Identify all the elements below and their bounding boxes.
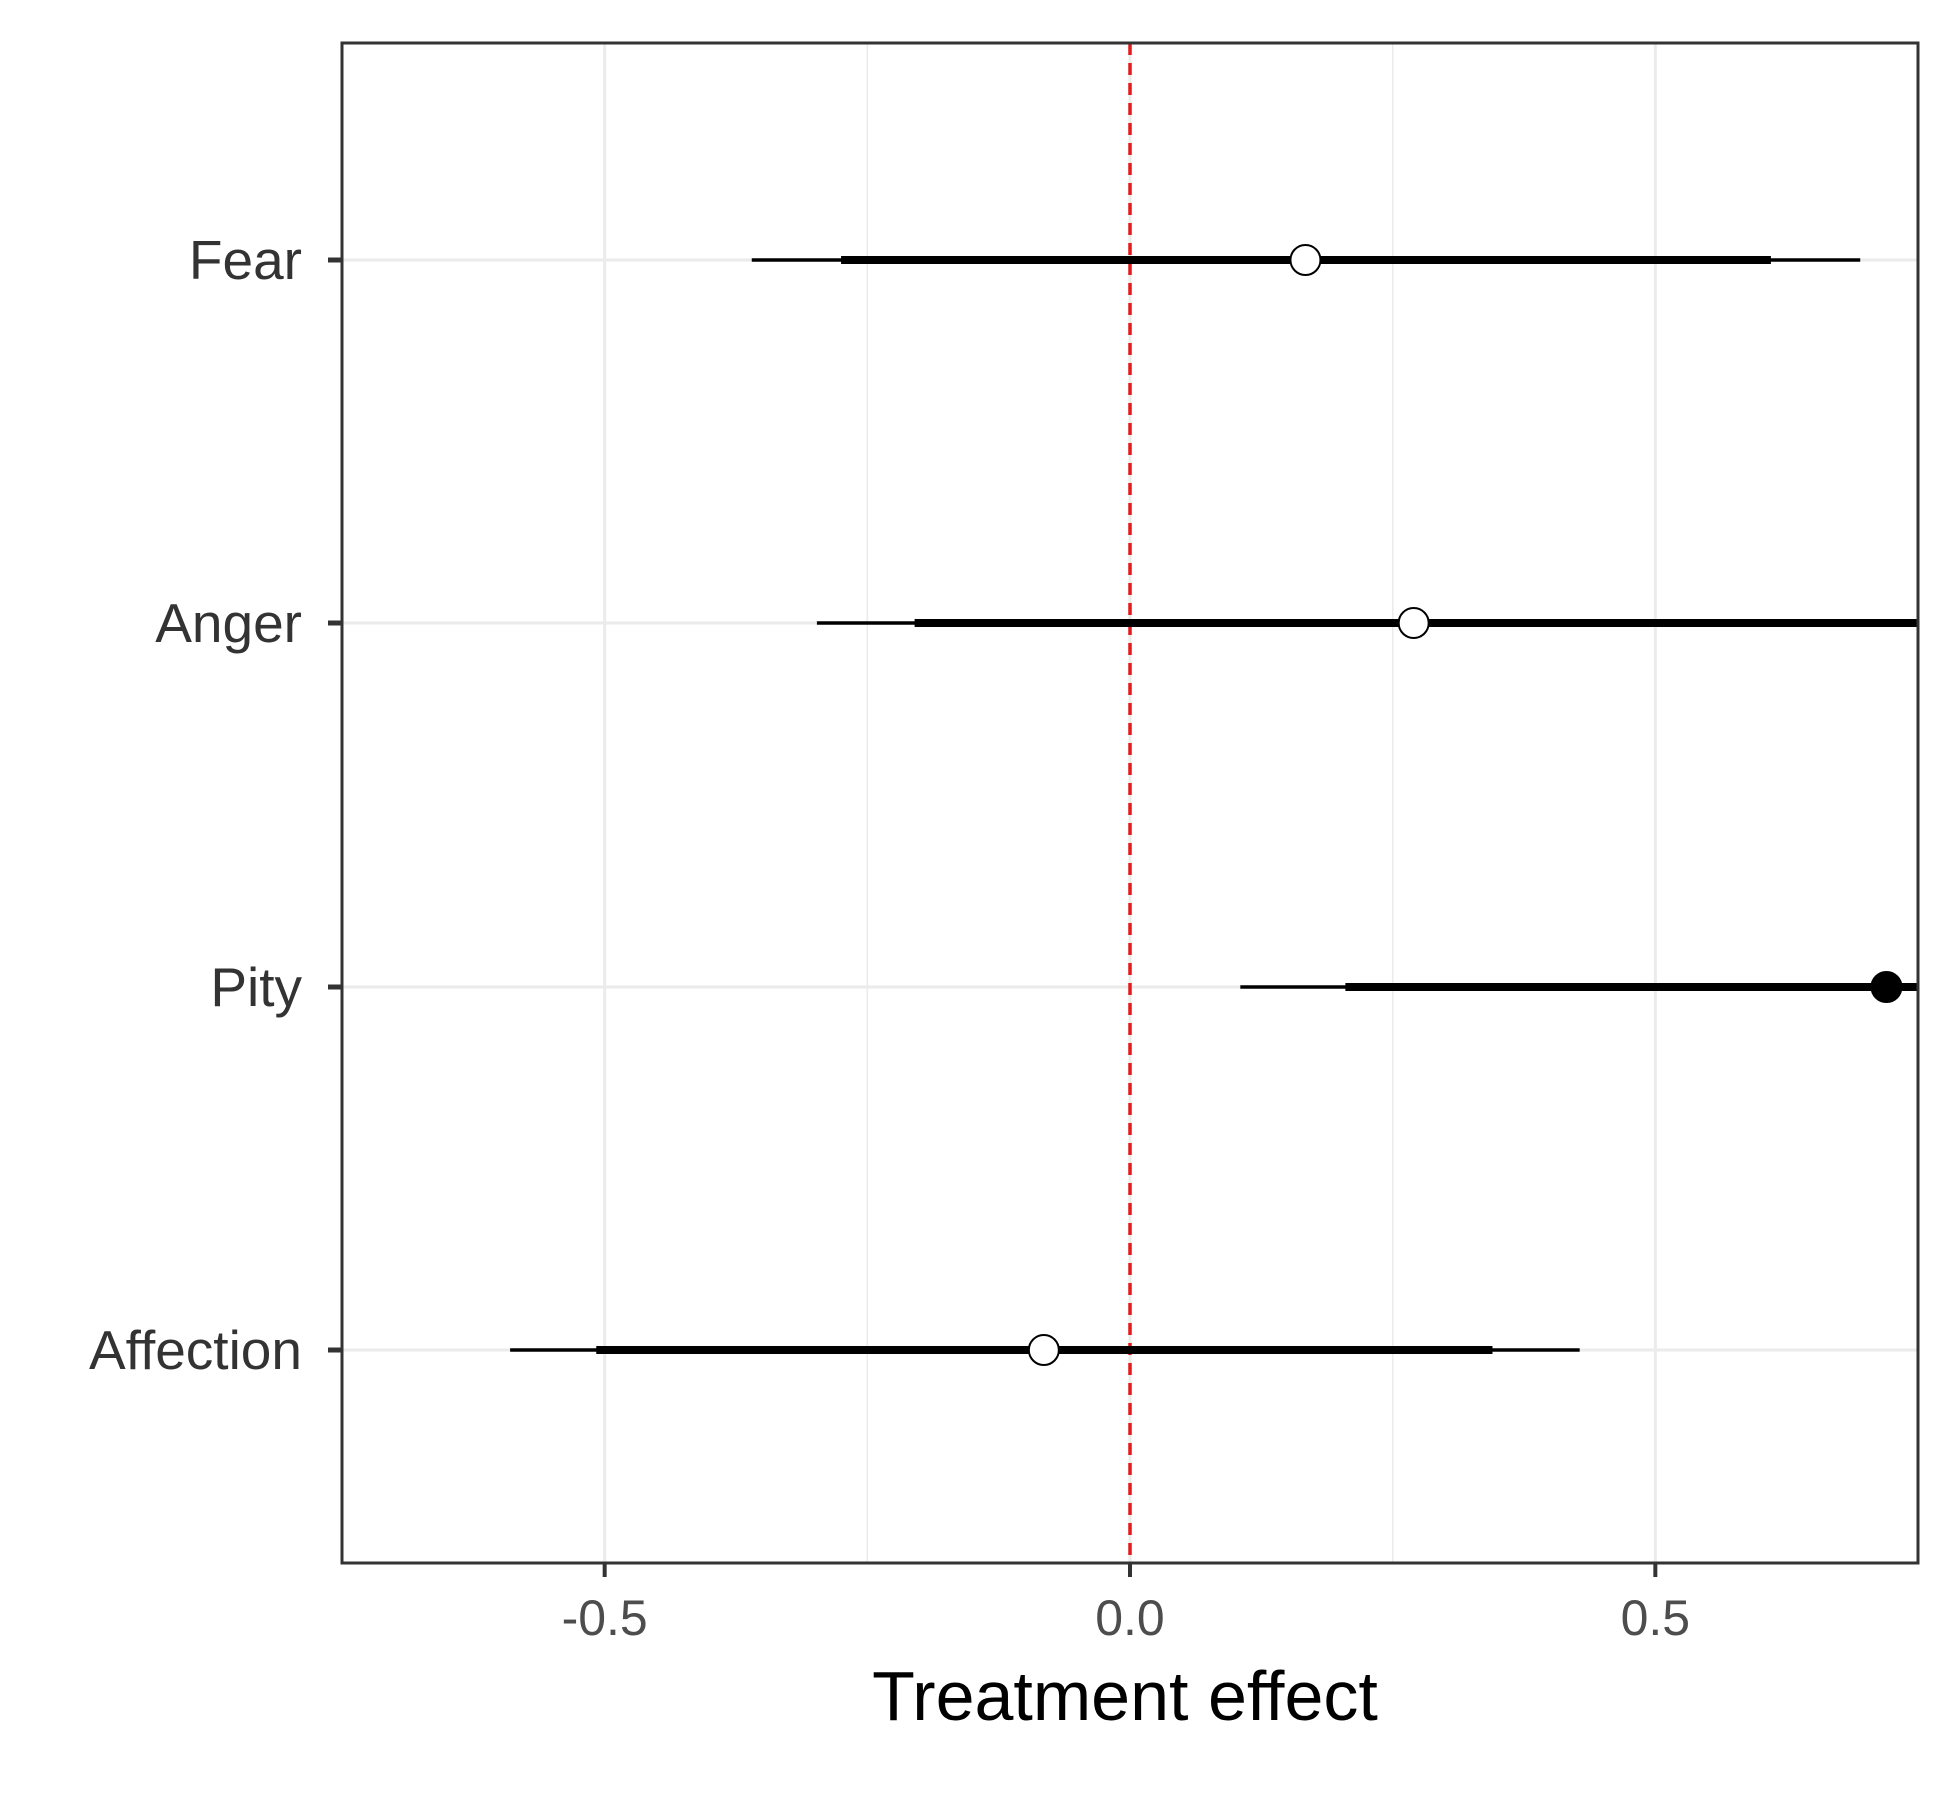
point-estimate-pity — [1870, 971, 1903, 1003]
x-tick-label-1: 0.0 — [1095, 1590, 1165, 1646]
y-tick-label-fear: Fear — [189, 229, 302, 291]
y-tick-label-affection: Affection — [89, 1319, 302, 1381]
y-tick-label-anger: Anger — [155, 592, 302, 654]
y-tick-label-pity: Pity — [210, 956, 302, 1018]
x-tick-label-0: -0.5 — [562, 1590, 648, 1646]
point-estimate-fear — [1289, 244, 1322, 276]
point-group — [1027, 244, 1903, 1366]
x-axis: -0.5 0.0 0.5 — [562, 1563, 1691, 1646]
y-axis: Fear Anger Pity Affection — [89, 229, 342, 1381]
x-tick-label-2: 0.5 — [1621, 1590, 1691, 1646]
point-estimate-affection — [1027, 1334, 1060, 1366]
point-estimate-anger — [1397, 607, 1430, 639]
x-axis-title: Treatment effect — [872, 1657, 1378, 1735]
